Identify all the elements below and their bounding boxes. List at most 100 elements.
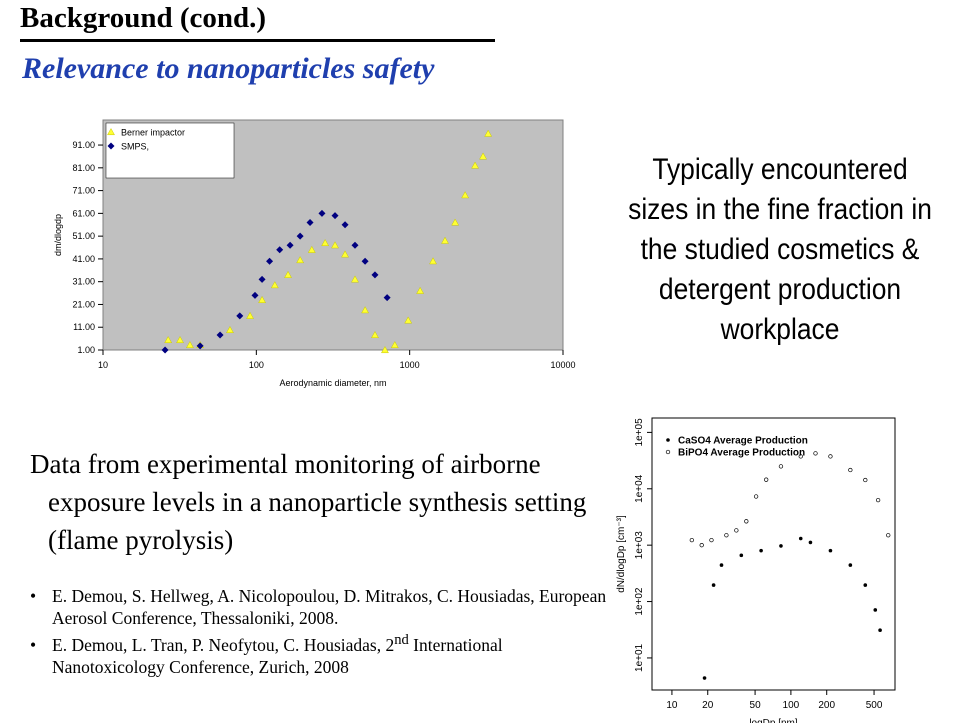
y-tick-label: 41.00 — [72, 254, 95, 264]
marker — [371, 271, 379, 279]
marker — [270, 281, 279, 289]
marker — [702, 676, 707, 680]
marker — [739, 553, 744, 558]
marker — [161, 346, 169, 354]
marker — [461, 191, 470, 199]
marker — [484, 129, 493, 137]
title-rule — [20, 39, 495, 42]
note-text: Data from experimental monitoring of air… — [30, 449, 587, 555]
marker — [307, 245, 316, 253]
y-tick-label: 81.00 — [72, 163, 95, 173]
x-tick-label: 10000 — [550, 360, 575, 370]
marker — [808, 540, 813, 545]
chart: 10 20 50 100 200 500 1e+01 1e+02 1e+03 1e+04 1e+05… — [616, 417, 896, 723]
marker — [361, 306, 370, 314]
legend-label: SMPS, — [121, 142, 149, 152]
y-tick-label: 91.00 — [72, 140, 95, 150]
legend-marker — [665, 449, 671, 455]
marker — [744, 519, 749, 524]
marker — [383, 294, 391, 302]
x-tick-label: 200 — [818, 700, 835, 711]
marker — [416, 286, 425, 294]
marker — [246, 311, 254, 319]
marker — [441, 236, 449, 244]
x-tick-label: 10 — [666, 700, 678, 711]
marker — [176, 335, 184, 344]
marker — [296, 256, 305, 264]
marker — [451, 218, 460, 226]
marker — [709, 537, 714, 543]
marker — [778, 464, 784, 469]
reference-text: International Nanotoxicology Conference,… — [52, 634, 503, 677]
marker — [711, 583, 716, 587]
marker — [404, 316, 413, 324]
marker — [331, 241, 339, 249]
marker — [341, 221, 349, 229]
marker — [284, 270, 292, 278]
note: Typically encountered sizes in the fine … — [628, 153, 932, 346]
marker — [164, 335, 173, 344]
y-tick-label: 11.00 — [73, 322, 95, 332]
legend-marker — [107, 142, 115, 150]
plot-area — [651, 417, 896, 691]
legend-marker — [107, 127, 115, 136]
marker — [878, 628, 882, 633]
x-tick-label: 20 — [702, 700, 714, 711]
marker — [226, 325, 234, 334]
marker — [306, 218, 314, 226]
marker — [719, 563, 724, 567]
marker — [236, 312, 244, 320]
marker — [863, 477, 868, 483]
marker — [699, 543, 704, 548]
marker — [341, 250, 349, 258]
marker — [753, 494, 759, 499]
marker — [798, 454, 803, 459]
legend-box — [105, 122, 235, 179]
y-tick-label: 31.00 — [72, 277, 95, 287]
x-tick-label: 50 — [750, 700, 762, 711]
reference: E. Demou, S. Hellweg, A. Nicolopoulou, D… — [30, 585, 610, 629]
reference-text: E. Demou, L. Tran, P. Neofytou, C. Housi… — [52, 634, 395, 655]
marker — [276, 246, 284, 254]
marker — [779, 544, 783, 548]
marker — [296, 232, 304, 240]
x-axis-label: Aerodynamic diameter, nm — [279, 378, 386, 388]
marker — [429, 257, 437, 265]
marker — [813, 451, 818, 456]
marker — [875, 497, 881, 503]
y-tick-label: 1e+05 — [634, 418, 645, 447]
note: Data from experimental monitoring of air… — [30, 445, 630, 559]
legend-label: BiPO4 Average Production — [678, 448, 805, 459]
marker — [848, 467, 853, 473]
y-tick-label: 1e+04 — [634, 474, 645, 503]
marker — [258, 295, 266, 303]
marker — [331, 212, 339, 220]
reference-text: E. Demou, S. Hellweg, A. Nicolopoulou, D… — [52, 586, 607, 628]
marker — [689, 537, 694, 543]
marker — [251, 291, 259, 299]
slide-title: Background (cond.) — [20, 2, 267, 34]
marker — [828, 548, 833, 553]
marker — [266, 257, 274, 265]
y-tick-label: 61.00 — [72, 208, 95, 218]
y-tick-label: 21.00 — [72, 299, 95, 309]
marker — [724, 533, 729, 538]
legend-marker — [666, 438, 670, 442]
slide-subtitle: Relevance to nanoparticles safety — [22, 52, 435, 85]
marker — [186, 340, 194, 349]
x-axis-label: logDp [nm] — [749, 718, 798, 723]
marker — [764, 477, 769, 482]
chart: 10 100 1000 10000 1.00 11.00 21.00 31.00 41.00 51… — [53, 119, 576, 388]
x-tick-label: 10 — [98, 360, 108, 370]
y-axis-label: dm/dlogdp — [53, 214, 63, 256]
marker — [479, 152, 487, 160]
y-tick-label: 1e+03 — [634, 531, 645, 560]
marker — [828, 454, 833, 459]
marker — [886, 533, 891, 538]
marker — [216, 331, 224, 339]
legend-label: Berner impactor — [121, 128, 185, 138]
marker — [873, 608, 878, 612]
marker — [848, 563, 853, 567]
marker — [361, 257, 369, 265]
